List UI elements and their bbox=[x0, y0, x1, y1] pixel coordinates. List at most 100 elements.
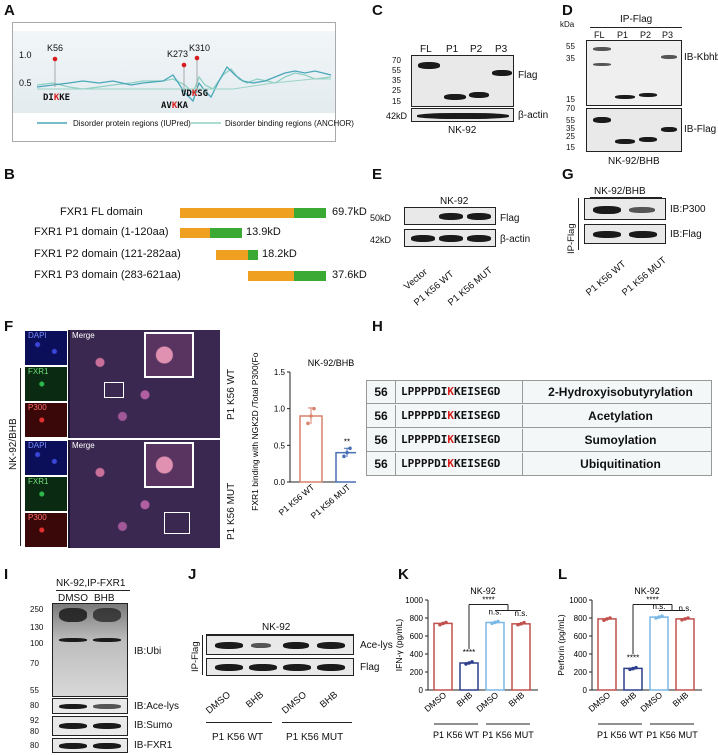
data-point bbox=[467, 661, 471, 665]
x-tick-label: P1 K56 MUT bbox=[309, 482, 353, 521]
data-point bbox=[493, 620, 497, 625]
i-header: NK-92,IP-FXR1 bbox=[56, 578, 126, 589]
d-marker-15: 15 bbox=[566, 95, 575, 104]
y-tick-label: 0.0 bbox=[274, 478, 286, 487]
x-tick-label: BHB bbox=[454, 690, 474, 709]
f-dapi-wt: DAPI bbox=[28, 331, 47, 340]
marker-15: 15 bbox=[392, 97, 401, 106]
i-marker-250: 250 bbox=[30, 605, 44, 614]
f-row-wt: P1 K56 WT bbox=[226, 368, 237, 420]
i-marker-70: 70 bbox=[30, 659, 39, 668]
marker-55: 55 bbox=[392, 66, 401, 75]
blot-label-actin: β-actin bbox=[518, 110, 549, 121]
y-axis-label: Perforin (pg/mL) bbox=[556, 614, 566, 676]
disorder-plot: 1.0 0.5 K56 K273 K310 DIKKE AVKKA VDKSG … bbox=[12, 22, 354, 142]
d-marker2-25: 25 bbox=[566, 132, 575, 141]
bar bbox=[649, 616, 669, 691]
j-lane-bhb1: BHB bbox=[244, 689, 267, 711]
bracket-label: **** bbox=[482, 596, 494, 605]
blot-i-fxr1 bbox=[52, 738, 128, 753]
y-tick-label: 0 bbox=[419, 686, 424, 695]
blot-label-flag: Flag bbox=[518, 70, 538, 81]
blot-i-sumo bbox=[52, 716, 128, 736]
d-lane-p2: P2 bbox=[640, 30, 652, 40]
bar bbox=[299, 415, 323, 483]
d-marker2-55: 55 bbox=[566, 116, 575, 125]
domain-p2-mw: 18.2kD bbox=[262, 248, 297, 260]
domain-p3-mw: 37.6kD bbox=[332, 269, 367, 281]
blot-g-p300 bbox=[584, 198, 666, 220]
data-point bbox=[342, 454, 346, 459]
i-marker-130: 130 bbox=[30, 623, 44, 632]
f-fxr1-wt: FXR1 bbox=[28, 367, 49, 376]
significance-label: n.s. bbox=[653, 602, 666, 611]
y-tick-label: 1000 bbox=[405, 596, 423, 605]
ptm-num: 56 bbox=[367, 405, 396, 427]
data-point bbox=[680, 618, 684, 622]
data-point bbox=[312, 406, 316, 411]
y-tick-label: 400 bbox=[574, 650, 588, 659]
site-k310: K310 bbox=[189, 43, 211, 53]
data-point bbox=[438, 622, 442, 627]
x-tick-label: DMSO bbox=[422, 690, 448, 714]
data-point bbox=[519, 622, 523, 626]
lane-p3: P3 bbox=[495, 44, 508, 55]
y-tick-label: 1.0 bbox=[274, 405, 286, 414]
panel-label-e: E bbox=[372, 166, 383, 183]
panel-label-l: L bbox=[558, 566, 568, 583]
panel-label-i: I bbox=[4, 566, 9, 583]
d-lane-p1: P1 bbox=[617, 30, 629, 40]
data-point bbox=[309, 414, 313, 418]
group-label: P1 K56 WT bbox=[433, 730, 480, 740]
data-point bbox=[631, 666, 635, 671]
i-marker-fxr1: 80 bbox=[30, 741, 39, 750]
data-point bbox=[496, 619, 500, 624]
site-seq-k310: VDKSG bbox=[181, 89, 209, 99]
blot-d-flag bbox=[586, 108, 682, 152]
e-lane-mut: P1 K56 MUT bbox=[446, 265, 495, 309]
y-tick-label: 0 bbox=[583, 686, 588, 695]
data-point bbox=[602, 618, 606, 623]
i-marker-sumo2: 80 bbox=[30, 727, 39, 736]
chart-title: NK-92 bbox=[634, 586, 660, 596]
ptm-row: 56 LPPPPDIKKEISEGD Sumoylation bbox=[367, 429, 711, 452]
group-label: P1 K56 MUT bbox=[646, 730, 698, 740]
chart-f: 0.0 0.5 1.0 1.5 NK-92/BHB FXR1 binding with N… bbox=[250, 352, 356, 521]
i-marker-sumo1: 92 bbox=[30, 716, 39, 725]
significance-label: **** bbox=[463, 648, 475, 657]
data-point bbox=[605, 617, 609, 621]
e-marker-50: 50kD bbox=[370, 213, 392, 223]
blot-label-d-flag: IB-Flag bbox=[684, 124, 717, 135]
ptm-mod: 2-Hydroxyisobutyrylation bbox=[522, 381, 718, 403]
d-marker2-15: 15 bbox=[566, 143, 575, 152]
group-label: P1 K56 MUT bbox=[482, 730, 534, 740]
blot-c-actin bbox=[411, 108, 514, 122]
x-tick-label: BHB bbox=[618, 690, 638, 709]
data-point bbox=[654, 616, 658, 620]
significance-label: n.s. bbox=[489, 608, 502, 617]
legend-iupred: Disorder protein regions (IUPred) bbox=[73, 119, 191, 128]
d-marker-35: 35 bbox=[566, 54, 575, 63]
blot-j-flag bbox=[206, 658, 354, 676]
ptm-mod: Sumoylation bbox=[522, 429, 718, 451]
ptm-table: 56 LPPPPDIKKEISEGD 2-Hydroxyisobutyrylat… bbox=[366, 380, 712, 476]
ptm-row: 56 LPPPPDIKKEISEGD Acetylation bbox=[367, 405, 711, 428]
blot-j-ace bbox=[206, 635, 354, 655]
micrograph-wt bbox=[24, 330, 220, 438]
data-point bbox=[306, 421, 310, 426]
ptm-seq: LPPPPDIKKEISEGD bbox=[401, 409, 501, 422]
data-point bbox=[660, 614, 664, 618]
domain-p2-name: FXR1 P2 domain (121-282aa) bbox=[34, 248, 181, 260]
ptm-num: 56 bbox=[367, 453, 396, 475]
ptm-mod: Acetylation bbox=[522, 405, 718, 427]
ptm-num: 56 bbox=[367, 381, 396, 403]
blot-g-flag bbox=[584, 224, 666, 244]
bar bbox=[485, 621, 505, 691]
y-axis-label: IFN-γ (pg/mL) bbox=[394, 619, 404, 672]
marker-70: 70 bbox=[392, 56, 401, 65]
d-lane-fl: FL bbox=[594, 30, 605, 40]
bar bbox=[597, 618, 617, 691]
marker-25: 25 bbox=[392, 86, 401, 95]
blot-e-actin bbox=[404, 229, 496, 247]
j-group-wt: P1 K56 WT bbox=[212, 732, 264, 743]
